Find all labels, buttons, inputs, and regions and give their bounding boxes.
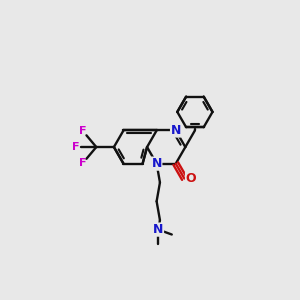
- Text: O: O: [185, 172, 196, 185]
- Text: N: N: [152, 157, 162, 170]
- Text: N: N: [171, 124, 181, 137]
- Text: F: F: [72, 142, 80, 152]
- Text: N: N: [153, 223, 164, 236]
- Text: F: F: [79, 158, 87, 168]
- Text: F: F: [79, 126, 87, 136]
